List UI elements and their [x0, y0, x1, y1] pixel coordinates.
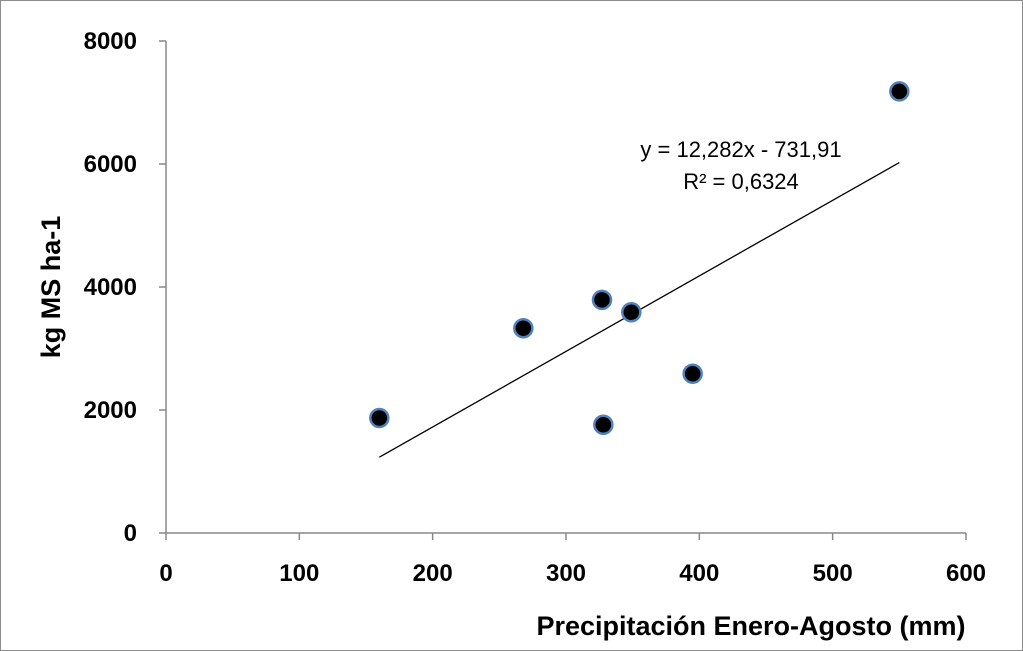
x-tick-label: 300	[546, 560, 586, 587]
trendline-equation: y = 12,282x - 731,91	[640, 137, 841, 162]
data-points	[369, 81, 910, 436]
y-tick-label: 4000	[84, 274, 137, 301]
data-point	[682, 363, 703, 384]
x-tick-label: 500	[813, 560, 853, 587]
x-axis-ticks: 0 100 200 300 400 500 600	[159, 533, 986, 587]
x-tick-label: 100	[279, 560, 319, 587]
y-tick-label: 0	[124, 520, 137, 547]
data-point	[593, 414, 614, 436]
axes	[165, 41, 966, 534]
x-tick-label: 600	[946, 560, 986, 587]
data-point	[369, 407, 390, 429]
r-squared-label: R² = 0,6324	[683, 169, 799, 194]
x-tick-label: 0	[159, 560, 172, 587]
data-point	[591, 289, 613, 311]
y-tick-label: 6000	[84, 151, 137, 178]
y-axis-ticks: 0 2000 4000 6000 8000	[84, 28, 166, 547]
data-point	[889, 81, 910, 102]
x-tick-label: 200	[413, 560, 453, 587]
x-tick-label: 400	[679, 560, 719, 587]
y-tick-label: 8000	[84, 28, 137, 55]
y-tick-label: 2000	[84, 397, 137, 424]
data-point	[621, 301, 642, 323]
y-axis-title: kg MS ha-1	[36, 216, 66, 359]
data-point	[513, 317, 534, 339]
x-axis-title: Precipitación Enero-Agosto (mm)	[536, 611, 965, 641]
